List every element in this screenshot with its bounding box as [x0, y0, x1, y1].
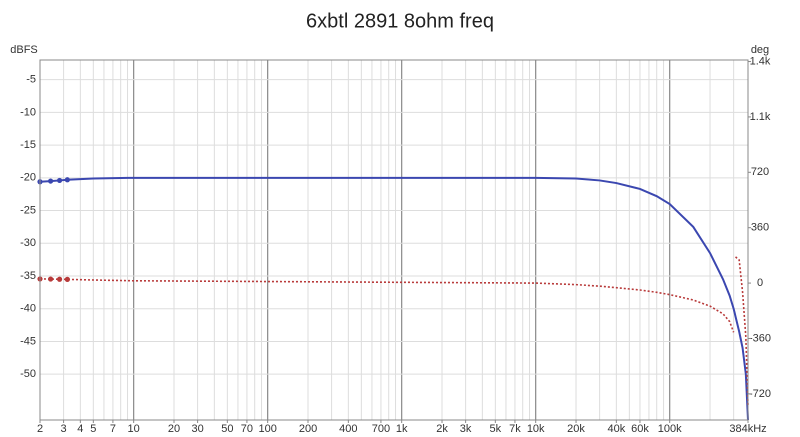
y-tick-label: -35: [20, 270, 36, 282]
y2-tick-label: -360: [749, 332, 771, 344]
x-tick-label: 5k: [490, 423, 502, 435]
series-marker: [64, 276, 70, 282]
series-marker: [48, 178, 54, 184]
y2-tick-label: 0: [757, 277, 763, 289]
y-tick-label: -5: [26, 74, 36, 86]
x-tick-label: 50: [221, 423, 233, 435]
x-tick-label: 10: [128, 423, 140, 435]
y2-axis-label: deg: [751, 44, 769, 56]
series-marker: [56, 177, 63, 184]
x-tick-label: 20k: [567, 423, 585, 435]
x-tick-label: 200: [299, 423, 317, 435]
y2-tick-label: 360: [751, 222, 769, 234]
x-tick-label: 5: [90, 423, 96, 435]
plot-frame: [39, 59, 749, 421]
chart-title: 6xbtl 2891 8ohm freq: [306, 10, 494, 32]
y-tick-label: -10: [20, 106, 36, 118]
plot: [37, 176, 749, 421]
y2-tick-label: -720: [749, 388, 771, 400]
x-tick-label: 3: [61, 423, 67, 435]
grid: [40, 60, 748, 420]
x-tick-label: 7: [110, 423, 116, 435]
series-marker: [64, 177, 70, 183]
x-tick-label: 1k: [396, 423, 408, 435]
x-tick-label: 4: [77, 423, 83, 435]
y-axis-label: dBFS: [10, 44, 38, 56]
x-tick-label: 3k: [460, 423, 472, 435]
y-tick-label: -40: [20, 303, 36, 315]
y2-tick-label: 1.4k: [750, 55, 771, 67]
x-tick-label: 40k: [607, 423, 625, 435]
x-tick-label: 100k: [658, 423, 682, 435]
x-tick-label: 2: [37, 423, 43, 435]
series-marker: [48, 276, 54, 282]
y2-tick-label: 1.1k: [750, 111, 771, 123]
series-line: [39, 256, 749, 407]
series-line: [39, 176, 749, 421]
y-tick-label: -30: [20, 237, 36, 249]
x-tick-label: 700: [372, 423, 390, 435]
series-marker: [56, 276, 63, 282]
y2-tick-label: 720: [751, 166, 769, 178]
x-tick-label: 2k: [436, 423, 448, 435]
y-tick-label: -25: [20, 204, 36, 216]
x-tick-label: 70: [241, 423, 253, 435]
x-tick-label: 400: [339, 423, 357, 435]
x-tick-label: 384kHz: [729, 423, 766, 435]
x-tick-label: 10k: [527, 423, 545, 435]
y-tick-label: -45: [20, 335, 36, 347]
x-tick-label: 7k: [509, 423, 521, 435]
y-tick-label: -15: [20, 139, 36, 151]
x-tick-label: 60k: [631, 423, 649, 435]
y-tick-label: -50: [20, 368, 36, 380]
x-tick-label: 100: [258, 423, 276, 435]
x-tick-label: 20: [168, 423, 180, 435]
x-tick-label: 30: [191, 423, 203, 435]
y-tick-label: -20: [20, 172, 36, 184]
